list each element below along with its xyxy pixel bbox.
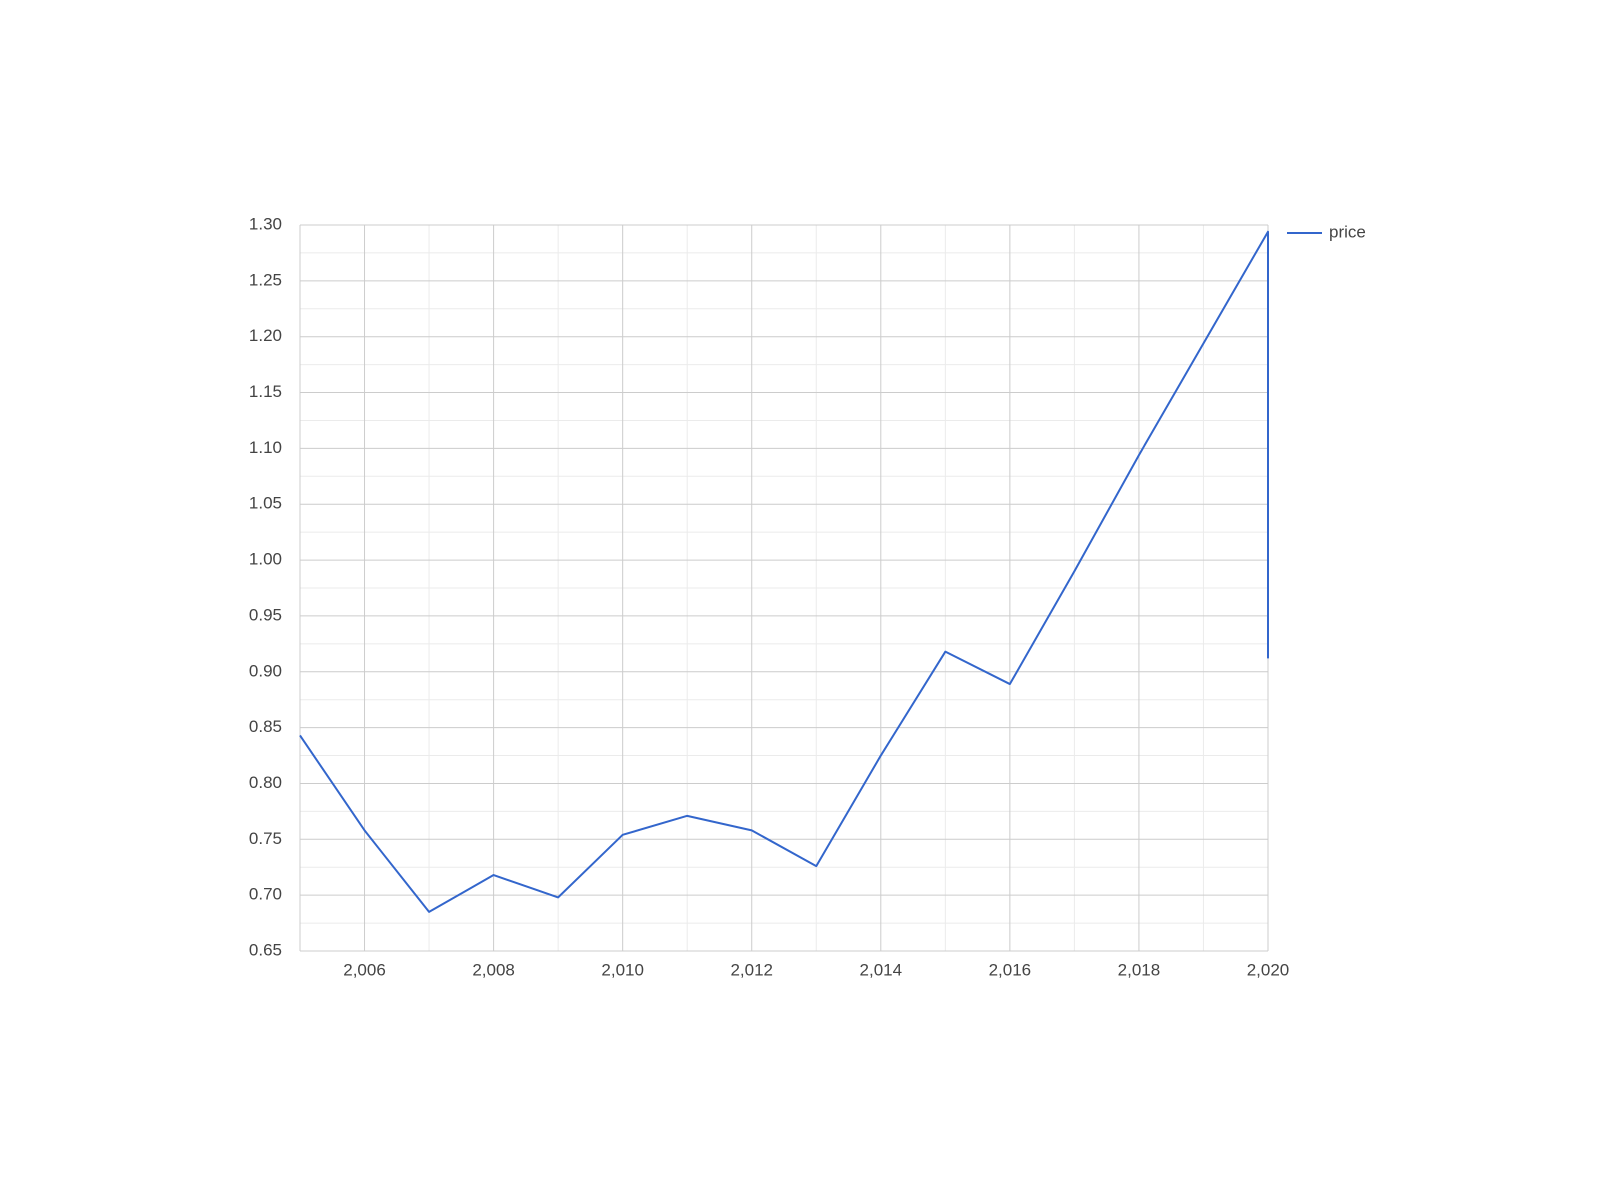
y-tick-label: 1.20 — [249, 326, 282, 345]
y-tick-label: 0.70 — [249, 885, 282, 904]
x-tick-label: 2,010 — [601, 960, 644, 979]
data-line — [299, 230, 1269, 913]
y-tick-label: 0.80 — [249, 773, 282, 792]
y-tick-label: 0.90 — [249, 661, 282, 680]
y-tick-label: 1.25 — [249, 270, 282, 289]
x-tick-label: 2,020 — [1247, 960, 1290, 979]
x-tick-label: 2,012 — [730, 960, 773, 979]
x-tick-label: 2,006 — [343, 960, 386, 979]
y-tick-label: 1.05 — [249, 494, 282, 513]
y-tick-label: 1.15 — [249, 382, 282, 401]
x-tick-label: 2,016 — [989, 960, 1032, 979]
y-tick-label: 1.30 — [249, 214, 282, 233]
y-tick-label: 0.85 — [249, 717, 282, 736]
y-tick-label: 0.75 — [249, 829, 282, 848]
y-tick-label: 1.00 — [249, 550, 282, 569]
x-tick-label: 2,014 — [860, 960, 903, 979]
legend-label: price — [1329, 222, 1366, 241]
y-tick-label: 1.10 — [249, 438, 282, 457]
y-tick-label: 0.95 — [249, 605, 282, 624]
x-tick-label: 2,008 — [472, 960, 515, 979]
x-tick-label: 2,018 — [1118, 960, 1161, 979]
y-tick-label: 0.65 — [249, 940, 282, 959]
